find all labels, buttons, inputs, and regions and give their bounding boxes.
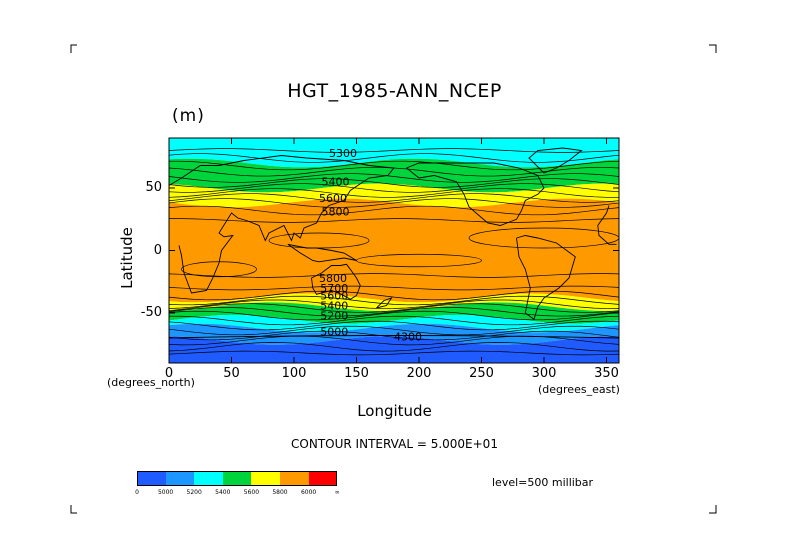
corner-mark-bottom-left (70, 505, 77, 514)
coastlines (168, 147, 620, 339)
color-band (169, 314, 619, 333)
contour-line (168, 273, 620, 278)
colorbar-swatch (137, 471, 166, 486)
axis-ticks (168, 138, 619, 363)
coastline (168, 155, 617, 294)
corner-mark-bottom-right (709, 505, 717, 514)
contour-line (168, 295, 620, 306)
color-band (169, 138, 619, 168)
coastline (376, 297, 393, 309)
x-tick-label: 250 (469, 366, 494, 381)
color-bands (169, 138, 619, 363)
contour-label: 5400 (320, 299, 348, 312)
colorbar-label: 5200 (186, 489, 202, 496)
colorbar-label: 0 (135, 489, 139, 496)
level-label: level=500 millibar (492, 476, 594, 489)
colorbar-swatch (222, 471, 252, 486)
coastline (287, 243, 357, 263)
x-tick-label: 0 (164, 366, 174, 381)
contour-lines (168, 148, 620, 356)
colorbar-frame (137, 471, 338, 486)
coastline (311, 263, 361, 300)
contour-line (168, 303, 620, 313)
colorbar-swatch (251, 471, 280, 486)
coastline (406, 162, 545, 226)
contour-line (168, 342, 620, 352)
colorbar-label: 5600 (243, 489, 260, 496)
units-label: (m) (172, 106, 205, 126)
contour-label: 4300 (394, 331, 422, 344)
colorbar-swatch (308, 471, 338, 486)
contour-line (168, 198, 620, 208)
colorbar-label: 5400 (215, 489, 231, 496)
contour-label: 5700 (320, 282, 348, 295)
color-band (169, 302, 619, 324)
colorbar-swatch (194, 471, 223, 486)
y-unit-note: (degrees_north) (107, 376, 195, 389)
color-band (169, 183, 619, 208)
contour-line (168, 148, 620, 153)
coastline (516, 235, 576, 321)
contour-line (168, 173, 620, 183)
contour-line (168, 330, 620, 341)
contour-label: 5400 (322, 176, 350, 189)
contour-label: 5300 (329, 147, 357, 160)
x-tick-label: 300 (531, 366, 557, 381)
contour-line (168, 205, 620, 216)
corner-mark-top-left (70, 44, 77, 53)
colorbar-label: 5000 (157, 489, 174, 496)
contour-line (168, 307, 620, 317)
color-band (169, 198, 619, 303)
contour-interval: CONTOUR INTERVAL = 5.000E+01 (291, 437, 498, 451)
contour-label: 5600 (320, 289, 348, 302)
contour-line (168, 193, 620, 203)
x-axis-label: Longitude (357, 402, 432, 420)
contour-line (168, 218, 620, 223)
y-tick-label: -50 (140, 305, 162, 320)
contour-label: 5800 (319, 272, 347, 285)
colorbar-label: ∞ (334, 489, 340, 496)
contour-line (168, 178, 620, 188)
colorbar-swatch (280, 471, 309, 486)
contour-line (168, 310, 620, 321)
contour-label: 5800 (322, 206, 350, 219)
contour-line (168, 188, 620, 198)
x-tick-label: 100 (281, 366, 307, 381)
contour-line (168, 350, 620, 356)
contour-labels: 5300540056005800580057005600540052005000… (319, 147, 422, 344)
x-tick-label: 150 (344, 366, 369, 381)
x-tick-label: 350 (594, 366, 619, 381)
color-band (169, 336, 619, 363)
contour-line (168, 153, 620, 163)
contour-line (168, 183, 620, 193)
contour-line (168, 160, 620, 171)
contour-label: 5000 (320, 326, 348, 339)
contour-line (168, 285, 620, 291)
coastline-antarctica (168, 335, 620, 339)
color-band (169, 323, 619, 345)
corner-mark-top-right (709, 44, 717, 53)
contour-line (168, 315, 620, 326)
contour-line (168, 320, 620, 331)
x-tick-label: 50 (223, 366, 240, 381)
x-unit-note: (degrees_east) (538, 383, 620, 396)
contour-label: 5200 (320, 309, 348, 322)
color-band (169, 293, 619, 312)
contour-label: 5600 (319, 192, 347, 205)
y-tick-label: 50 (145, 180, 162, 195)
contour-line (168, 290, 620, 301)
colorbar-swatch (165, 471, 195, 486)
colorbar-label: 5800 (272, 489, 288, 496)
contour-line (168, 325, 620, 336)
x-tick-label: 200 (406, 366, 432, 381)
chart-title: HGT_1985-ANN_NCEP (287, 80, 502, 102)
colorbar-label: 6000 (300, 489, 317, 496)
coastline (528, 147, 583, 174)
y-tick-label: 0 (153, 242, 162, 258)
contour-line (168, 299, 620, 309)
y-axis-label: Latitude (118, 227, 136, 289)
